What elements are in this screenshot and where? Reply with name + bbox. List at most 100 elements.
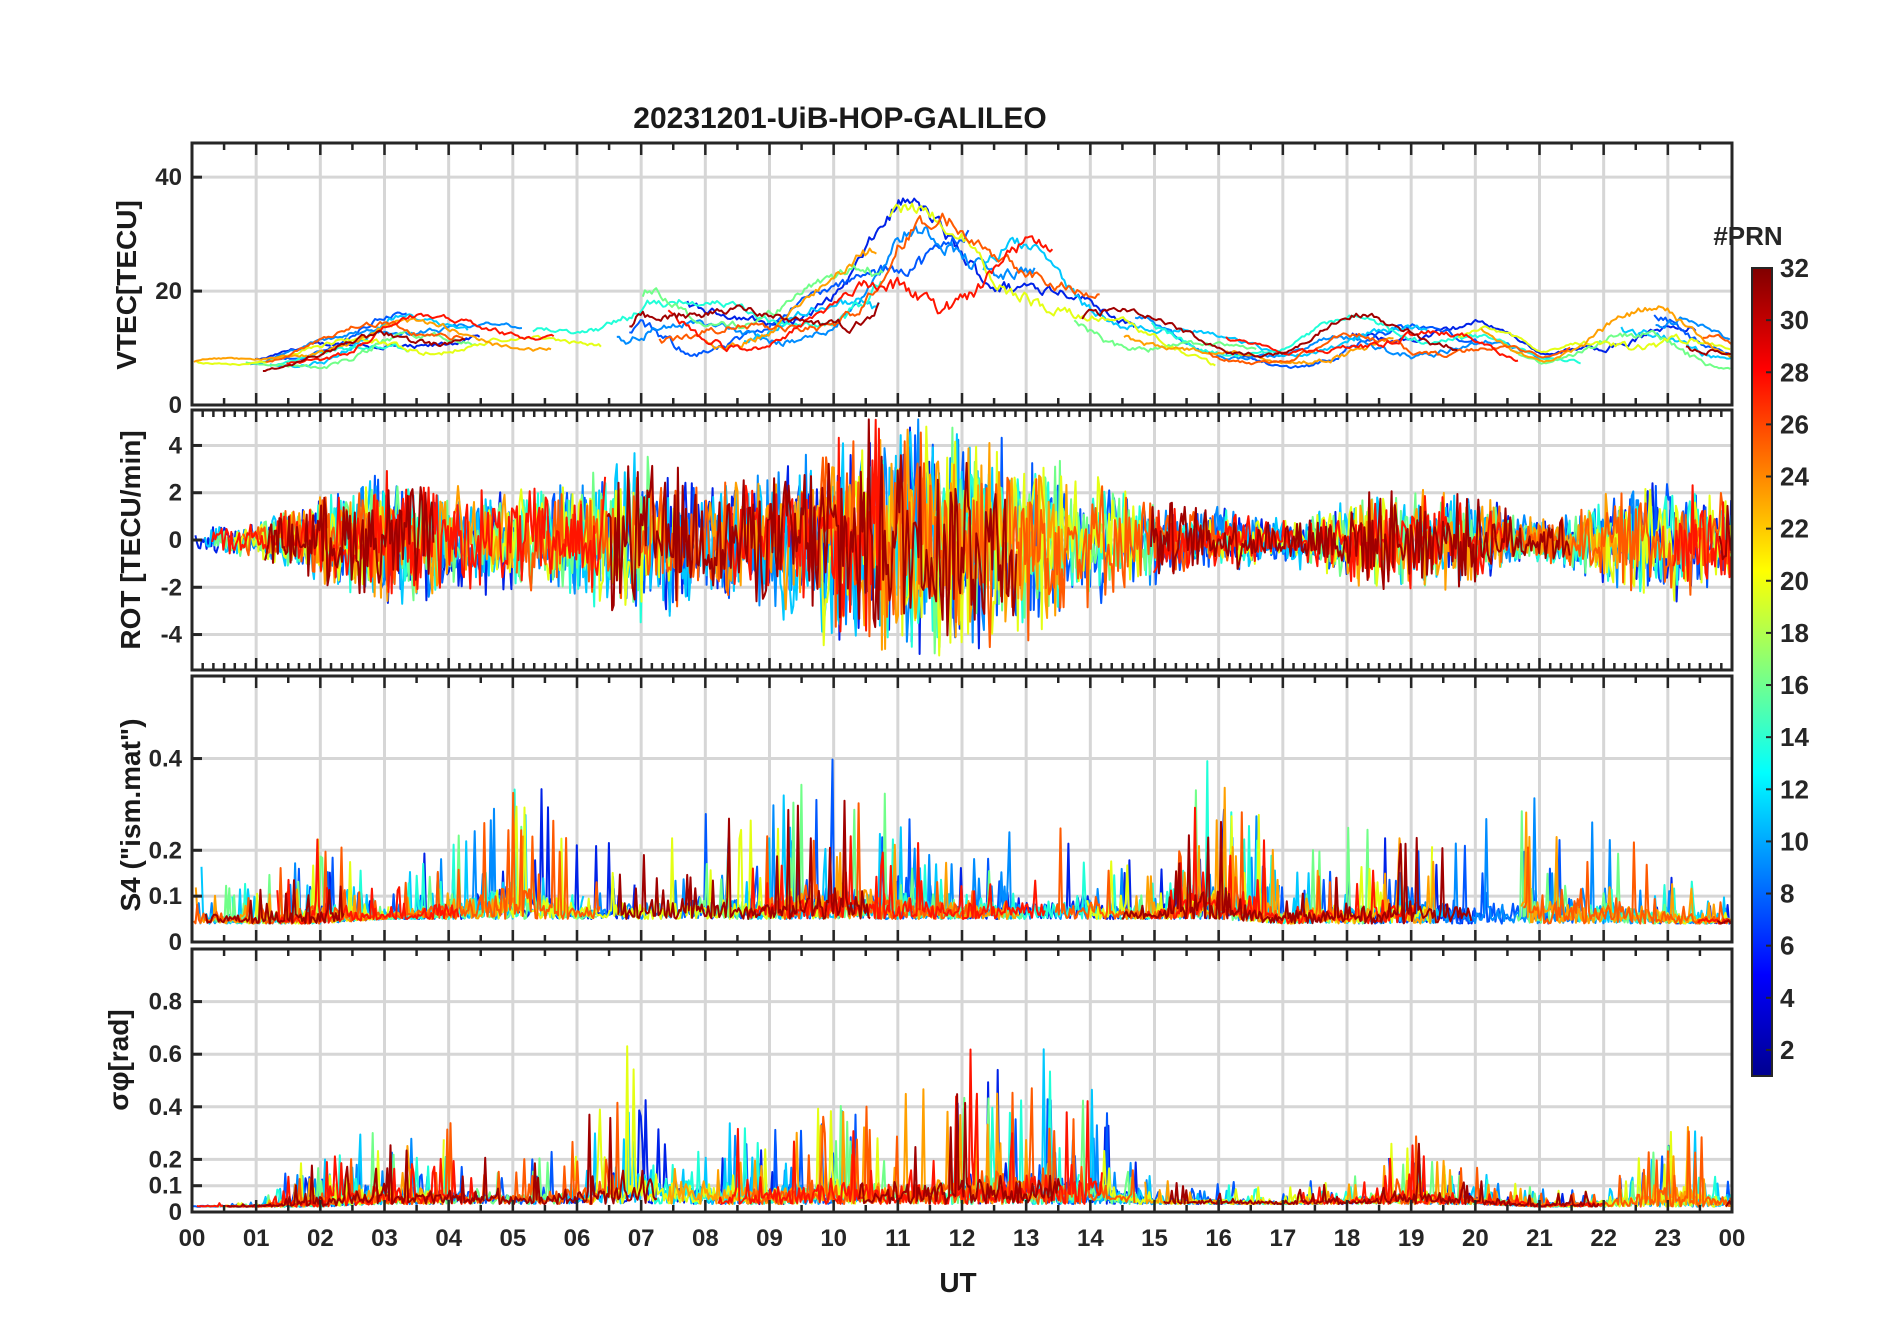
x-tick-label: 18 bbox=[1334, 1225, 1361, 1252]
y-tick-label: 4 bbox=[169, 432, 183, 459]
x-tick-label: 05 bbox=[499, 1225, 526, 1252]
x-tick-label: 07 bbox=[628, 1225, 655, 1252]
series-line-prn-31 bbox=[629, 302, 880, 334]
series-line-prn-13 bbox=[269, 343, 410, 368]
x-tick-label: 00 bbox=[179, 1225, 206, 1252]
y-tick-label: 40 bbox=[155, 164, 182, 191]
x-axis-label: UT bbox=[939, 1267, 976, 1298]
x-tick-label: 09 bbox=[756, 1225, 783, 1252]
colorbar-tick-label: 18 bbox=[1780, 618, 1809, 648]
x-tick-label: 00 bbox=[1719, 1225, 1746, 1252]
series-line-prn-8 bbox=[1655, 316, 1731, 341]
y-tick-label: 0 bbox=[169, 929, 182, 956]
y-tick-label: 0.6 bbox=[149, 1041, 182, 1068]
series-line-prn-11 bbox=[982, 236, 1429, 358]
y-axis-label-rot: ROT [TECU/min] bbox=[115, 430, 146, 649]
colorbar-tick-label: 14 bbox=[1780, 722, 1809, 752]
x-tick-label: 16 bbox=[1205, 1225, 1232, 1252]
y-tick-label: -4 bbox=[161, 622, 183, 649]
colorbar-tick-label: 10 bbox=[1780, 826, 1809, 856]
colorbar-tick-label: 28 bbox=[1780, 357, 1809, 387]
series-line-prn-31 bbox=[1163, 1142, 1600, 1208]
x-tick-label: 17 bbox=[1269, 1225, 1296, 1252]
series-line-prn-31 bbox=[1150, 490, 1571, 590]
y-tick-label: 2 bbox=[169, 480, 182, 507]
series-line-prn-15 bbox=[1509, 329, 1731, 370]
series-line-prn-28 bbox=[747, 835, 1046, 920]
series-line-prn-19 bbox=[888, 202, 1216, 367]
y-tick-label: 0.4 bbox=[149, 1094, 183, 1121]
series-line-prn-28 bbox=[725, 418, 882, 633]
series-line-prn-23 bbox=[705, 247, 877, 351]
y-tick-label: 0.2 bbox=[149, 837, 182, 864]
y-tick-label: 0.2 bbox=[149, 1146, 182, 1173]
colorbar-tick-label: 24 bbox=[1780, 462, 1809, 492]
series-line-prn-31 bbox=[1718, 504, 1732, 561]
x-tick-label: 12 bbox=[949, 1225, 976, 1252]
series-line-prn-28 bbox=[1225, 329, 1519, 362]
series-line-prn-31 bbox=[606, 418, 1018, 637]
series-line-prn-28 bbox=[276, 838, 460, 925]
panel-s4: 0 0.1 0.2 0.4 bbox=[149, 674, 1734, 956]
colorbar-tick-label: 22 bbox=[1780, 514, 1809, 544]
x-tick-label: 20 bbox=[1462, 1225, 1489, 1252]
series-line-prn-31 bbox=[1121, 820, 1473, 925]
series-line-prn-31 bbox=[1685, 345, 1732, 356]
series-line-prn-11 bbox=[743, 297, 880, 344]
series-line-prn-28 bbox=[286, 312, 555, 365]
y-tick-label: -2 bbox=[161, 574, 182, 601]
x-tick-label: 22 bbox=[1590, 1225, 1617, 1252]
colorbar-gradient bbox=[1751, 267, 1773, 1077]
series-line-prn-5 bbox=[629, 229, 970, 358]
series-line-prn-28 bbox=[717, 1048, 1103, 1205]
x-tick-label: 10 bbox=[820, 1225, 847, 1252]
series-line-prn-28 bbox=[1145, 806, 1418, 925]
series-line-prn-31 bbox=[1717, 919, 1733, 925]
series-line-prn-19 bbox=[196, 334, 602, 367]
x-tick-label: 15 bbox=[1141, 1225, 1168, 1252]
colorbar-tick-label: 2 bbox=[1780, 1035, 1794, 1065]
x-tick-label: 13 bbox=[1013, 1225, 1040, 1252]
y-tick-label: 0 bbox=[169, 1199, 182, 1226]
y-axis-label-vtec: VTEC[TECU] bbox=[111, 200, 142, 370]
series-line-prn-11 bbox=[1620, 326, 1732, 360]
series-line-prn-23 bbox=[1480, 305, 1732, 363]
x-tick-label: 21 bbox=[1526, 1225, 1553, 1252]
colorbar-tick-label: 30 bbox=[1780, 305, 1809, 335]
panel-vtec: 0 20 40 bbox=[155, 141, 1734, 419]
y-axis-label-s4: S4 ("ism.mat") bbox=[115, 718, 146, 911]
panel-rot: -4 -2 0 2 4 bbox=[161, 408, 1734, 672]
panel-sigma-phi: 00.10.2 0.4 0.6 0.8 bbox=[149, 947, 1734, 1226]
series-line-prn-31 bbox=[858, 1093, 1061, 1205]
x-tick-label: 19 bbox=[1398, 1225, 1425, 1252]
colorbar-title: #PRN bbox=[1713, 221, 1782, 251]
y-tick-label: 0.8 bbox=[149, 989, 182, 1016]
series-line-prn-23 bbox=[193, 317, 552, 363]
series-line-prn-31 bbox=[264, 486, 435, 595]
x-tick-label: 04 bbox=[435, 1225, 462, 1252]
x-tick-label: 03 bbox=[371, 1225, 398, 1252]
y-axis-label-sigma-phi: σφ[rad] bbox=[103, 1009, 134, 1110]
series-line-prn-19 bbox=[1457, 325, 1731, 354]
series-line-prn-31 bbox=[262, 329, 466, 372]
chart-title: 20231201-UiB-HOP-GALILEO bbox=[633, 102, 1046, 135]
y-tick-label: 0 bbox=[169, 392, 182, 419]
colorbar-tick-label: 26 bbox=[1780, 409, 1809, 439]
x-tick-labels: 00 01 02 03 04 05 06 07 08 09 10 11 12 13 14 15 16 17 18 19… bbox=[179, 1225, 1746, 1252]
colorbar-tick-label: 32 bbox=[1780, 253, 1809, 283]
x-tick-label: 14 bbox=[1077, 1225, 1104, 1252]
x-tick-label: 02 bbox=[307, 1225, 334, 1252]
y-tick-label: 0 bbox=[169, 527, 182, 554]
series-line-prn-26 bbox=[1523, 841, 1733, 925]
colorbar-tick-label: 20 bbox=[1780, 566, 1809, 596]
series-line-prn-8 bbox=[616, 225, 1036, 347]
colorbar-tick-label: 12 bbox=[1780, 774, 1809, 804]
series-line-prn-31 bbox=[617, 799, 871, 920]
series-line-prn-15 bbox=[1073, 319, 1257, 353]
x-tick-label: 01 bbox=[243, 1225, 270, 1252]
colorbar-tick-label: 6 bbox=[1780, 931, 1794, 961]
colorbar-tick-label: 4 bbox=[1780, 983, 1795, 1013]
x-tick-label: 08 bbox=[692, 1225, 719, 1252]
x-tick-label: 06 bbox=[564, 1225, 591, 1252]
